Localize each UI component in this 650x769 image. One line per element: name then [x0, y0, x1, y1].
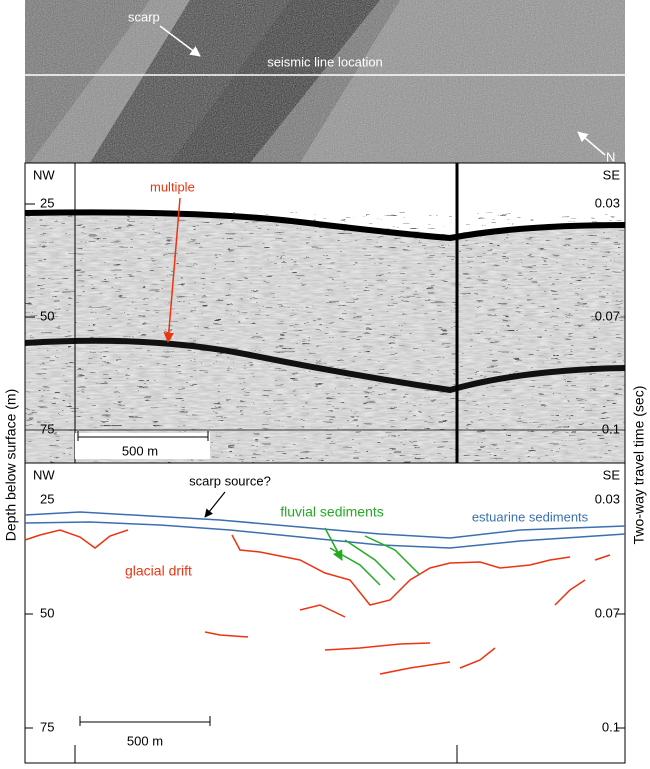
label: N — [606, 149, 615, 164]
seismic-labels: NW SE 25 50 75 0.03 0.07 0.1 multiple 50… — [25, 167, 623, 459]
tick: 0.03 — [595, 195, 620, 210]
label: SE — [603, 467, 621, 482]
seismic-panel — [25, 163, 625, 463]
tick: 0.07 — [595, 308, 620, 323]
tick: 50 — [40, 605, 54, 620]
axis-label: Depth below surface (m) — [3, 389, 19, 542]
tick: 50 — [40, 308, 54, 323]
annotation: multiple — [150, 179, 195, 194]
annotation: glacial drift — [125, 563, 192, 579]
tick: 0.1 — [602, 421, 620, 436]
sonar-panel: scarp seismic line location N — [25, 0, 625, 164]
scale: 500 m — [127, 733, 163, 748]
tick: 25 — [40, 195, 54, 210]
label: NW — [33, 167, 55, 182]
tick: 75 — [40, 421, 54, 436]
annotation: scarp source? — [189, 473, 271, 488]
label: NW — [33, 467, 55, 482]
annotation: estuarine sediments — [472, 509, 589, 524]
tick: 75 — [40, 719, 54, 734]
tick: 0.03 — [595, 491, 620, 506]
annotation: fluvial sediments — [280, 504, 384, 520]
tick: 0.07 — [595, 605, 620, 620]
tick: 25 — [40, 491, 54, 506]
label: scarp — [128, 9, 160, 24]
tick: 0.1 — [602, 719, 620, 734]
label: seismic line location — [267, 54, 383, 69]
label: SE — [603, 167, 621, 182]
interpretation-panel: NW SE 25 50 75 0.03 0.07 0.1 scarp sourc… — [24, 462, 626, 764]
scale: 500 m — [122, 443, 158, 458]
axis-label: Two-way travel time (sec) — [631, 386, 647, 545]
